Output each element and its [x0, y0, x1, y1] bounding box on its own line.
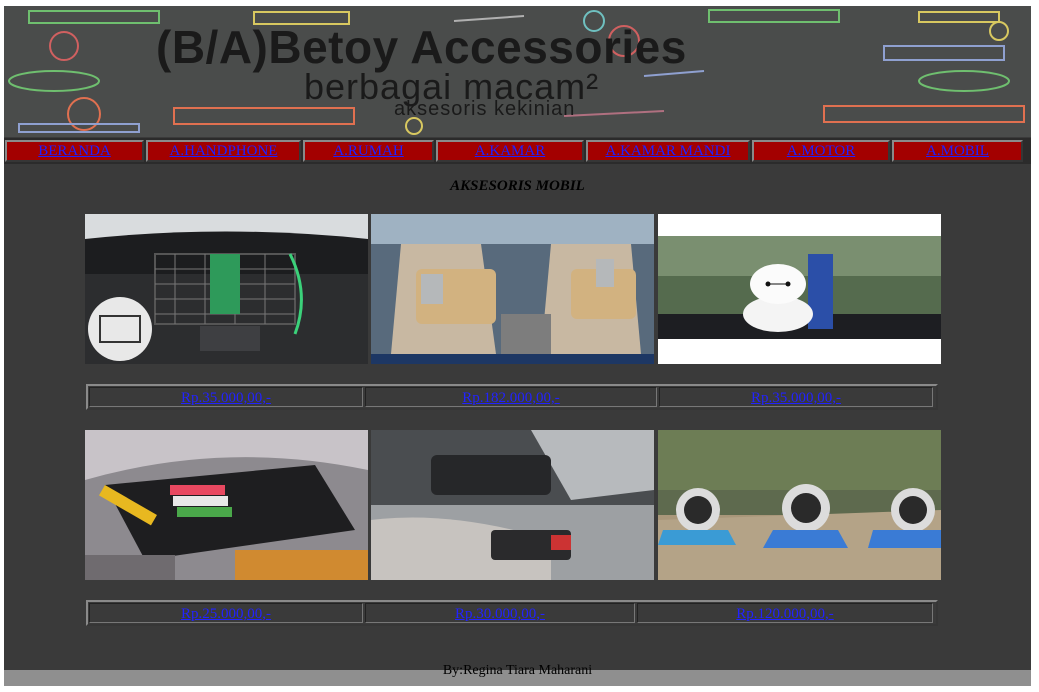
product-image-visor-holder[interactable]	[85, 430, 368, 580]
nav-item-beranda[interactable]: BERANDA	[5, 140, 144, 162]
nav-item-motor[interactable]: A.MOTOR	[752, 140, 890, 162]
nav-item-rumah[interactable]: A.RUMAH	[303, 140, 434, 162]
brand-title: (B/A)Betoy Accessories	[156, 21, 687, 73]
product-image-cup-holder[interactable]	[371, 430, 654, 580]
main-nav: BERANDA A.HANDPHONE A.RUMAH A.KAMAR A.KA…	[4, 138, 1031, 164]
price-link[interactable]: Rp.30.000,00,-	[365, 603, 635, 623]
footer-credit: By:Regina Tiara Maharani	[4, 664, 1031, 686]
nav-item-kamar-mandi[interactable]: A.KAMAR MANDI	[586, 140, 750, 162]
product-image-seat-organizer[interactable]	[371, 214, 654, 364]
price-row-1: Rp.35.000,00,- Rp.182.000,00,- Rp.35.000…	[86, 384, 938, 410]
brand-tagline: aksesoris kekinian	[394, 98, 576, 120]
price-link[interactable]: Rp.35.000,00,-	[89, 387, 363, 407]
price-link[interactable]: Rp.35.000,00,-	[659, 387, 933, 407]
nav-item-mobil[interactable]: A.MOBIL	[892, 140, 1023, 162]
price-link[interactable]: Rp.120.000,00,-	[637, 603, 933, 623]
price-link[interactable]: Rp.25.000,00,-	[89, 603, 363, 623]
product-image-dashboard-gauges[interactable]	[658, 430, 941, 580]
banner-pattern	[8, 9, 1025, 135]
nav-item-handphone[interactable]: A.HANDPHONE	[146, 140, 301, 162]
section-title: AKSESORIS MOBIL	[450, 178, 585, 194]
price-link[interactable]: Rp.182.000,00,-	[365, 387, 657, 407]
page-container: (B/A)Betoy Accessories berbagai macam² a…	[4, 6, 1031, 686]
product-image-dashboard-toy[interactable]	[658, 214, 941, 364]
brand-subtitle: berbagai macam²	[304, 66, 600, 107]
nav-item-kamar[interactable]: A.KAMAR	[436, 140, 584, 162]
price-row-2: Rp.25.000,00,- Rp.30.000,00,- Rp.120.000…	[86, 600, 938, 626]
product-image-seat-net[interactable]	[85, 214, 368, 364]
header-banner: (B/A)Betoy Accessories berbagai macam² a…	[4, 6, 1031, 137]
